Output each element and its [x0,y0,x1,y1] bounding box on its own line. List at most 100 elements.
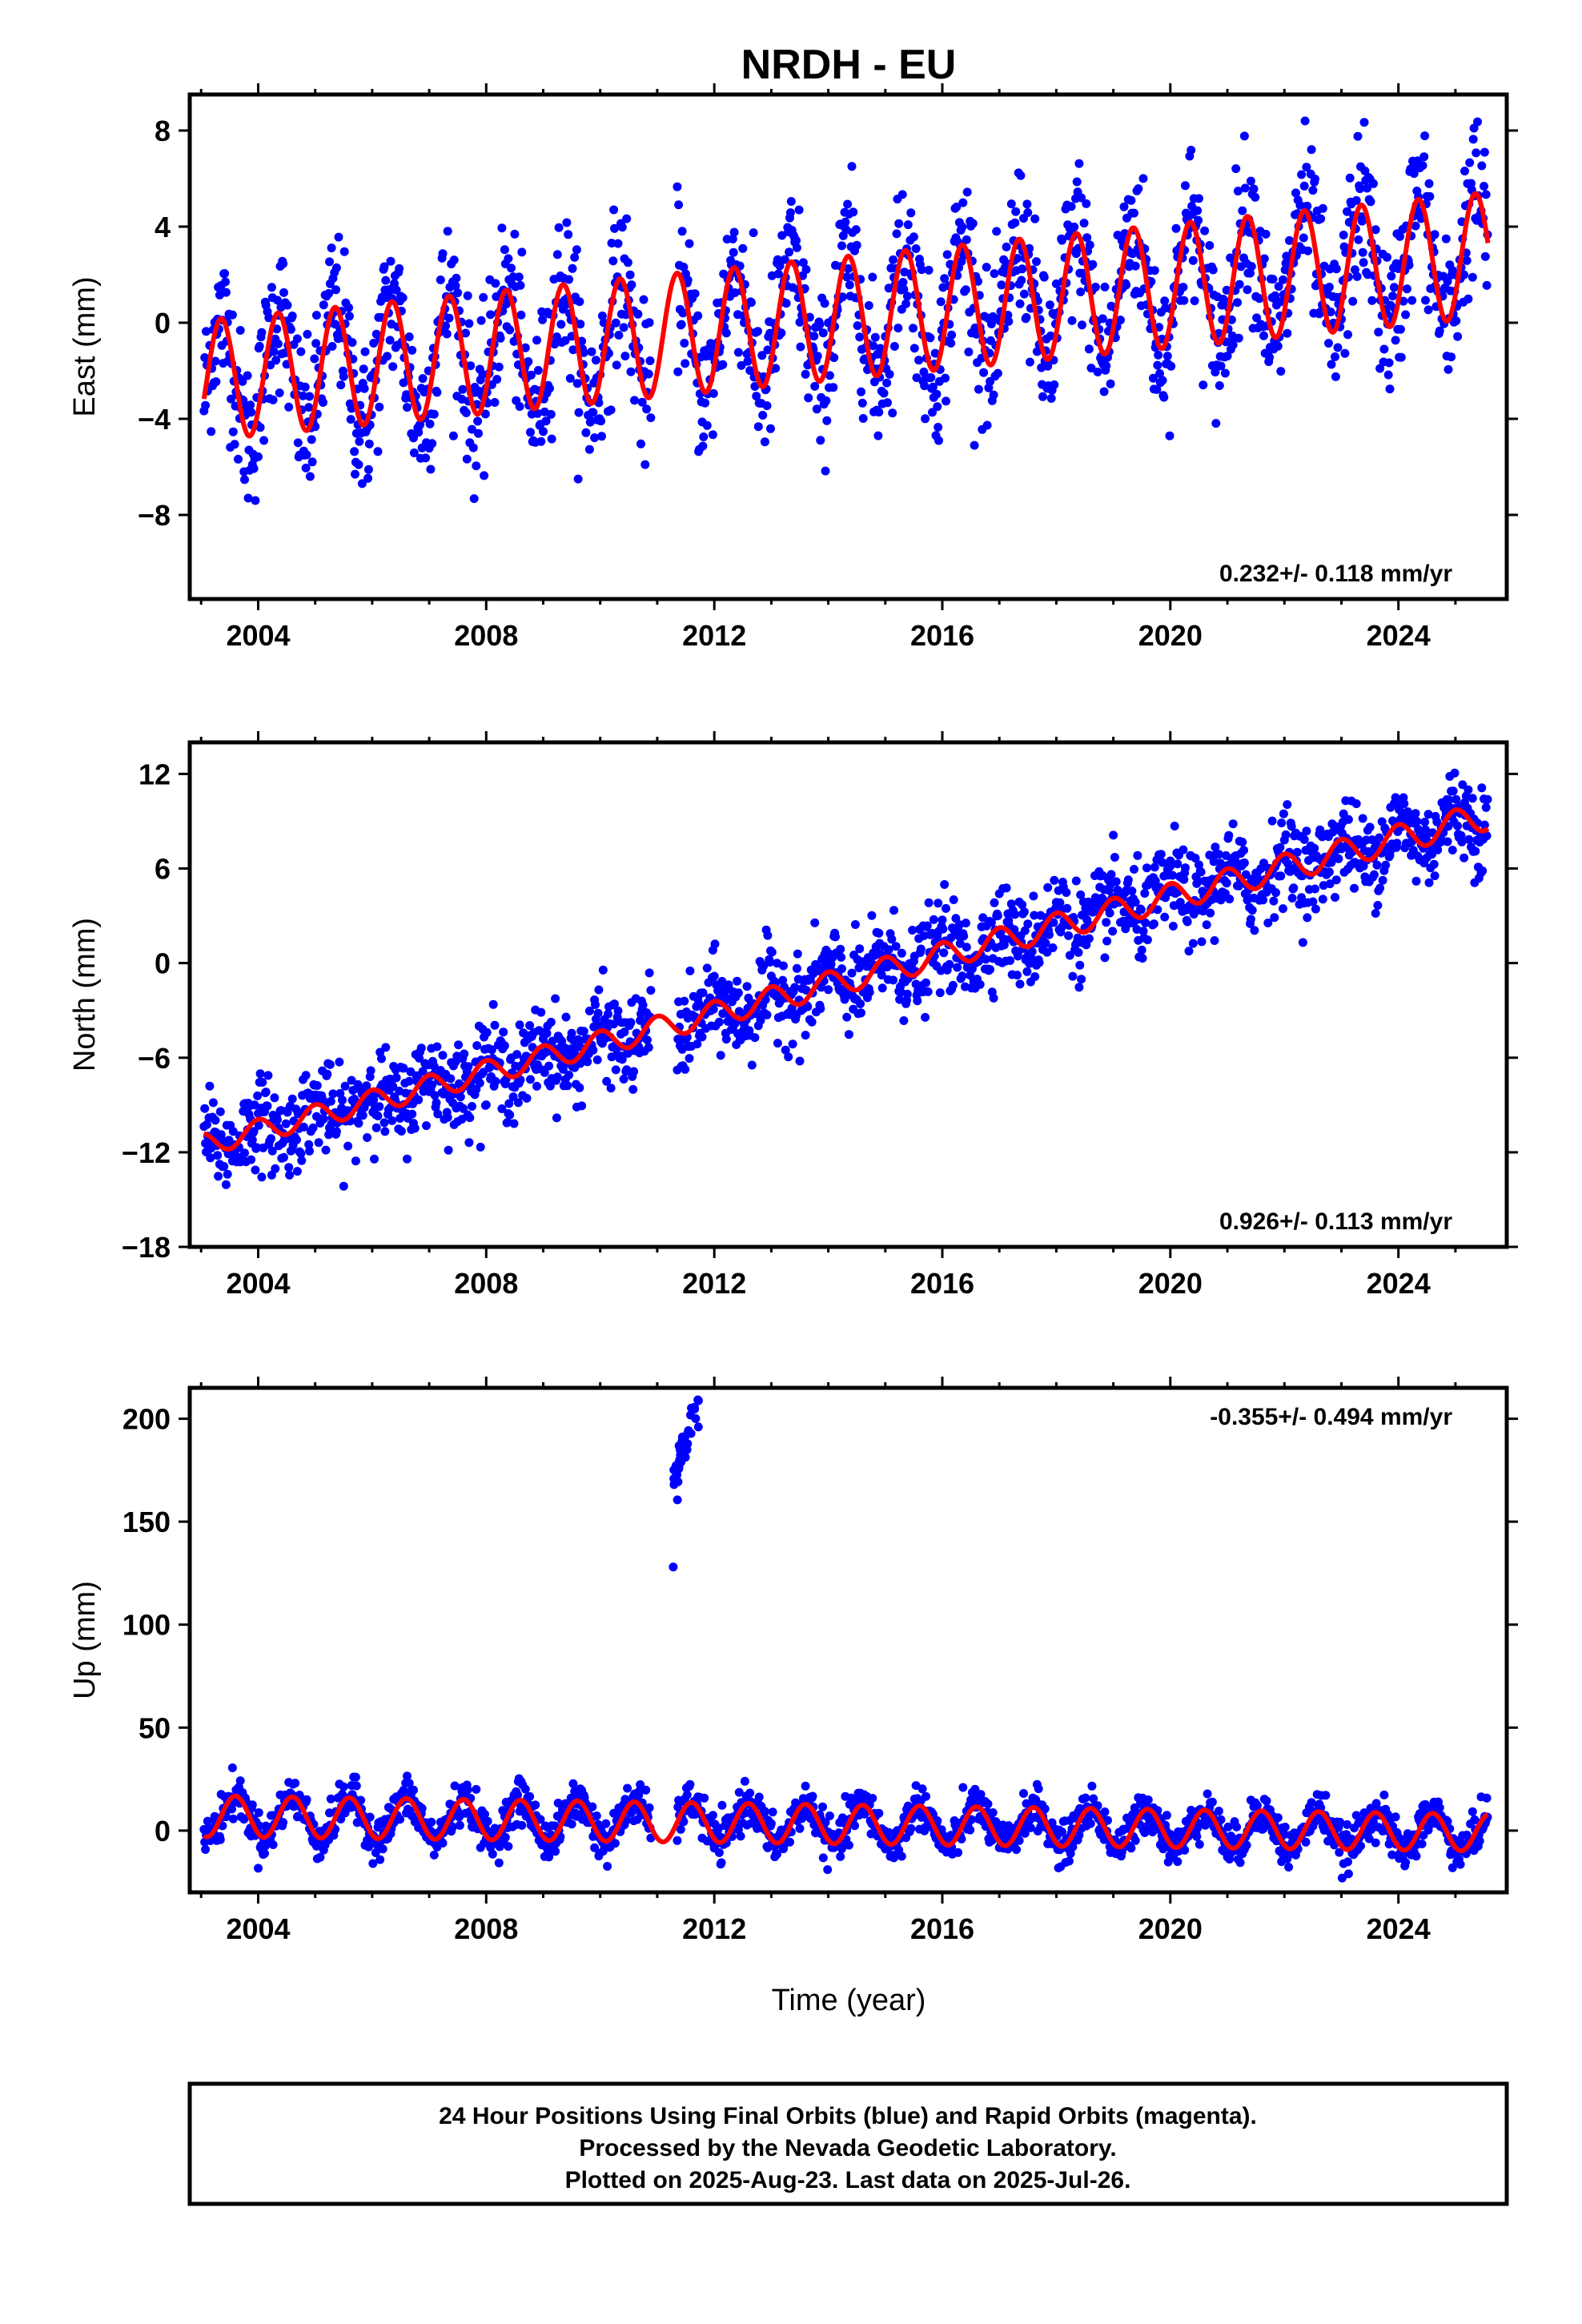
data-point [363,473,372,483]
data-point [1279,275,1287,284]
data-point [1200,226,1210,235]
data-point [1077,193,1086,203]
data-point [483,1816,492,1826]
data-point [588,408,598,417]
data-point [551,994,560,1003]
data-point [899,284,909,294]
data-point [986,965,995,975]
data-point [429,409,439,419]
data-point [1401,310,1411,320]
data-point [579,348,588,357]
data-point [847,162,857,171]
data-point [339,1181,348,1191]
y-tick-label: 12 [139,758,171,790]
data-point [681,1064,690,1074]
data-point [1424,878,1434,887]
data-point [301,1071,311,1080]
data-point [928,408,937,417]
data-point [1326,308,1335,316]
data-point [564,230,573,239]
data-point [279,259,288,268]
data-point [1023,208,1033,217]
data-point [335,1057,344,1067]
data-point [1186,146,1196,155]
data-point [328,1089,338,1099]
data-point [261,1088,271,1097]
data-point [765,328,775,338]
data-point [1068,971,1078,981]
data-point [1424,179,1434,188]
data-point [708,1811,717,1820]
data-point [1395,231,1404,241]
data-point [1102,936,1112,946]
data-point [1011,207,1021,216]
data-point [552,250,562,259]
data-point [460,1049,469,1059]
data-point [202,1120,211,1129]
data-point [1460,167,1469,176]
data-point [1188,939,1198,948]
data-point [1277,818,1287,828]
x-tick-label: 2016 [910,619,974,652]
data-point [251,496,260,505]
data-point [1072,177,1082,187]
data-point [432,388,442,397]
data-point [947,330,957,340]
data-point [362,1081,371,1091]
data-point [842,1012,852,1022]
data-point [556,320,566,329]
data-point [874,1808,884,1818]
data-point [200,1104,210,1113]
data-point [851,225,861,235]
data-point [737,360,746,370]
data-point [932,389,942,399]
data-point [386,256,396,266]
data-point [287,1094,297,1104]
data-point [968,219,978,228]
data-point [325,1059,335,1069]
data-point [884,283,893,293]
data-point [992,227,1002,236]
data-point [202,327,211,336]
data-point [547,434,556,444]
data-point [876,344,885,353]
data-point [207,427,216,436]
data-point [1210,936,1219,945]
data-point [1283,800,1292,810]
data-point [610,223,619,233]
y-axis-label: East (mm) [68,276,102,416]
data-point [874,928,884,938]
data-point [1220,368,1230,378]
data-point [1074,983,1084,992]
data-point [1340,348,1350,358]
data-point [756,1015,765,1025]
data-point [818,1802,827,1811]
data-point [297,1156,307,1165]
data-point [697,1032,707,1042]
data-point [360,347,370,356]
data-point [608,256,618,266]
data-point [525,1021,535,1030]
data-point [701,398,710,408]
data-point [206,1153,215,1163]
data-point [221,277,230,287]
data-point [837,952,846,962]
data-point [228,1127,238,1136]
data-point [961,919,970,928]
data-point [1223,352,1232,361]
data-point [897,948,906,958]
data-point [399,378,408,388]
data-point [525,1791,535,1801]
data-point [279,1818,288,1827]
data-point [916,944,926,954]
data-point [908,926,917,935]
data-point [1311,884,1319,894]
data-point [693,311,703,320]
data-point [602,1076,612,1086]
data-point [532,1081,541,1091]
data-point [314,1138,323,1148]
data-point [421,453,431,463]
data-point [403,1154,412,1164]
data-point [831,932,840,942]
data-point [721,328,731,338]
